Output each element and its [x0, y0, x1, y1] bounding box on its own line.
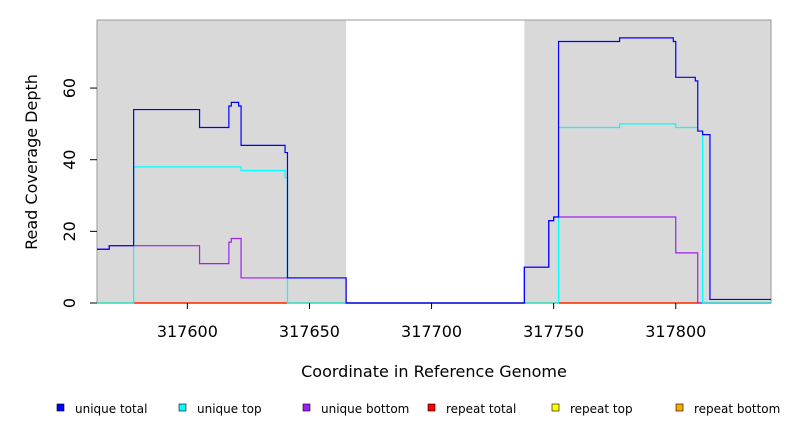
shaded-region-2: [524, 20, 771, 303]
x-tick-label: 317600: [157, 322, 218, 341]
y-tick-label: 60: [60, 78, 79, 98]
legend-swatch: [302, 403, 311, 412]
y-tick-label: 0: [60, 298, 79, 308]
legend-label: repeat total: [446, 402, 516, 416]
legend-item-repeat-top: repeat top: [551, 402, 633, 416]
x-tick-label: 317650: [279, 322, 340, 341]
legend-label: repeat top: [570, 402, 633, 416]
x-axis: 317600 317650 317700 317750 317800: [157, 303, 706, 341]
y-tick-label: 40: [60, 150, 79, 170]
legend-item-unique-bottom: unique bottom: [302, 402, 409, 416]
legend-label: unique top: [197, 402, 262, 416]
legend-label: unique bottom: [321, 402, 409, 416]
y-axis: 0 20 40 60: [60, 78, 97, 308]
legend-swatch: [178, 403, 187, 412]
shaded-region-1: [97, 20, 347, 303]
x-tick-label: 317800: [645, 322, 706, 341]
series-line-unique-total: [97, 37, 771, 304]
shaded-regions: [97, 20, 771, 303]
legend-label: unique total: [75, 402, 147, 416]
legend-item-repeat-total: repeat total: [427, 402, 516, 416]
legend-swatch: [675, 403, 684, 412]
legend-item-unique-top: unique top: [178, 402, 262, 416]
legend-item-repeat-bottom: repeat bottom: [675, 402, 780, 416]
x-tick-label: 317700: [401, 322, 462, 341]
legend-label: repeat bottom: [694, 402, 780, 416]
legend-swatch: [56, 403, 65, 412]
legend: unique total unique top unique bottom repea…: [56, 402, 780, 416]
y-tick-label: 20: [60, 221, 79, 241]
x-tick-label: 317750: [523, 322, 584, 341]
x-axis-title: Coordinate in Reference Genome: [301, 362, 567, 381]
legend-swatch: [551, 403, 560, 412]
legend-swatch: [427, 403, 436, 412]
series-layer: [97, 37, 771, 304]
y-axis-title: Read Coverage Depth: [22, 74, 41, 250]
legend-item-unique-total: unique total: [56, 402, 147, 416]
